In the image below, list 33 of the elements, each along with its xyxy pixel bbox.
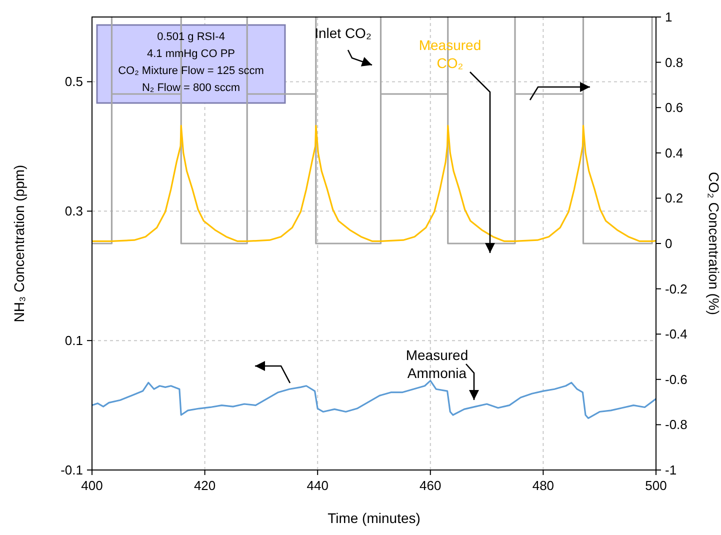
annotation: 0.501 g RSI-4: [157, 31, 225, 43]
annotation: 4.1 mmHg CO PP: [146, 48, 236, 60]
annotation: N₂ Flow = 800 sccm: [142, 82, 240, 94]
x-tick-label: 480: [532, 478, 554, 493]
y2-tick-label: -0.4: [665, 326, 688, 342]
x-tick-label: 420: [194, 478, 216, 493]
y2-tick-label: 1: [665, 10, 672, 24]
annotation: CO₂ Mixture Flow = 125 sccm: [118, 65, 264, 77]
x-tick-label: 400: [81, 478, 103, 493]
series-label: Measured Ammonia: [406, 347, 468, 381]
x-axis-title: Time (minutes): [328, 510, 420, 526]
y-tick-label: 0.1: [64, 333, 83, 348]
y2-tick-label: -0.2: [665, 281, 688, 296]
y-axis-title: NH₃ Concentration (ppm): [11, 164, 27, 322]
y2-tick-label: 0.6: [665, 100, 684, 116]
y2-tick-label: 0.4: [665, 145, 684, 160]
x-tick-label: 500: [645, 478, 667, 493]
y-tick-label: 0.3: [64, 204, 83, 219]
line-series: [91, 124, 657, 242]
y-tick-label: -0.1: [60, 462, 83, 478]
y2-axis-title: CO₂ Concentration (%): [706, 172, 721, 316]
y2-tick-label: -0.6: [665, 372, 688, 387]
text: Measured CO₂: [418, 37, 482, 71]
line-series: [91, 380, 657, 420]
y2-tick-label: 0.2: [665, 190, 684, 206]
y2-tick-label: -1: [665, 462, 677, 478]
y2-tick-label: -0.8: [665, 417, 688, 432]
series-label: Inlet CO₂: [314, 25, 372, 41]
x-tick-label: 440: [306, 478, 328, 493]
y2-tick-label: 0.8: [665, 54, 684, 70]
y-tick-label: 0.5: [64, 74, 83, 90]
y2-tick-label: 0: [665, 236, 672, 251]
x-tick-label: 460: [420, 478, 442, 493]
